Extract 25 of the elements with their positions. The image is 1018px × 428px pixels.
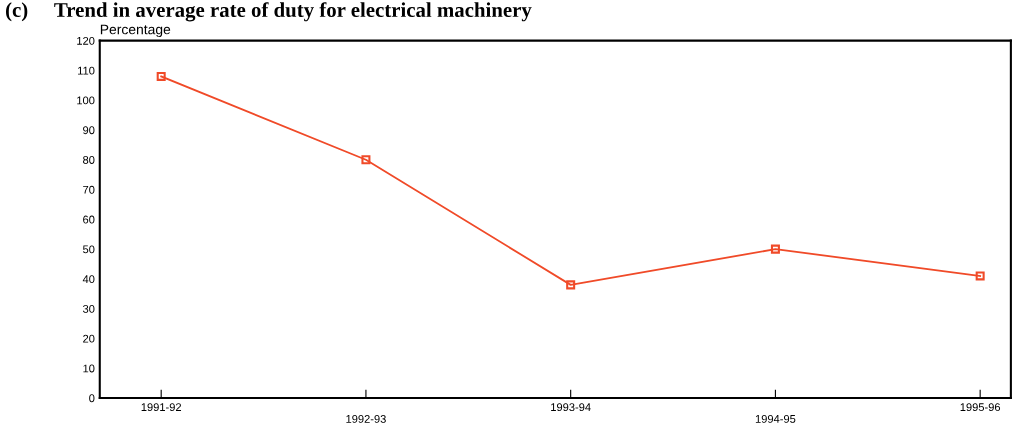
y-tick-label: 120: [77, 36, 95, 45]
point: [770, 244, 780, 254]
point: [975, 271, 985, 281]
x-tick-label: 1994-95: [755, 415, 796, 423]
y-tick-label: 40: [82, 275, 95, 284]
y-tick-label: 70: [83, 185, 95, 194]
point: [156, 71, 166, 81]
point: [566, 280, 576, 290]
y-axis-title: Percentage: [100, 24, 171, 38]
y-tick-label: 20: [83, 334, 95, 343]
y-tick-label: 10: [83, 364, 95, 373]
y-tick-label: 90: [83, 126, 95, 135]
y-tick-label: 50: [82, 245, 95, 254]
y-tick-label: 110: [78, 66, 95, 75]
x-tick-label: 1995-96: [960, 403, 1001, 412]
y-tick-label: 80: [83, 156, 95, 164]
point: [361, 155, 371, 165]
y-tick-label: 60: [83, 215, 95, 224]
chart-title: (c) Trend in average rate of duty for electrical machinery: [6, 2, 532, 22]
x-tick-label: 1993-94: [551, 403, 591, 412]
x-tick-label: 1992-93: [346, 415, 386, 423]
x-tick-label: 1991-92: [141, 403, 182, 412]
y-tick-label: 100: [77, 96, 95, 105]
y-tick-label: 30: [82, 304, 95, 313]
y-tick-label: 0: [89, 394, 95, 403]
